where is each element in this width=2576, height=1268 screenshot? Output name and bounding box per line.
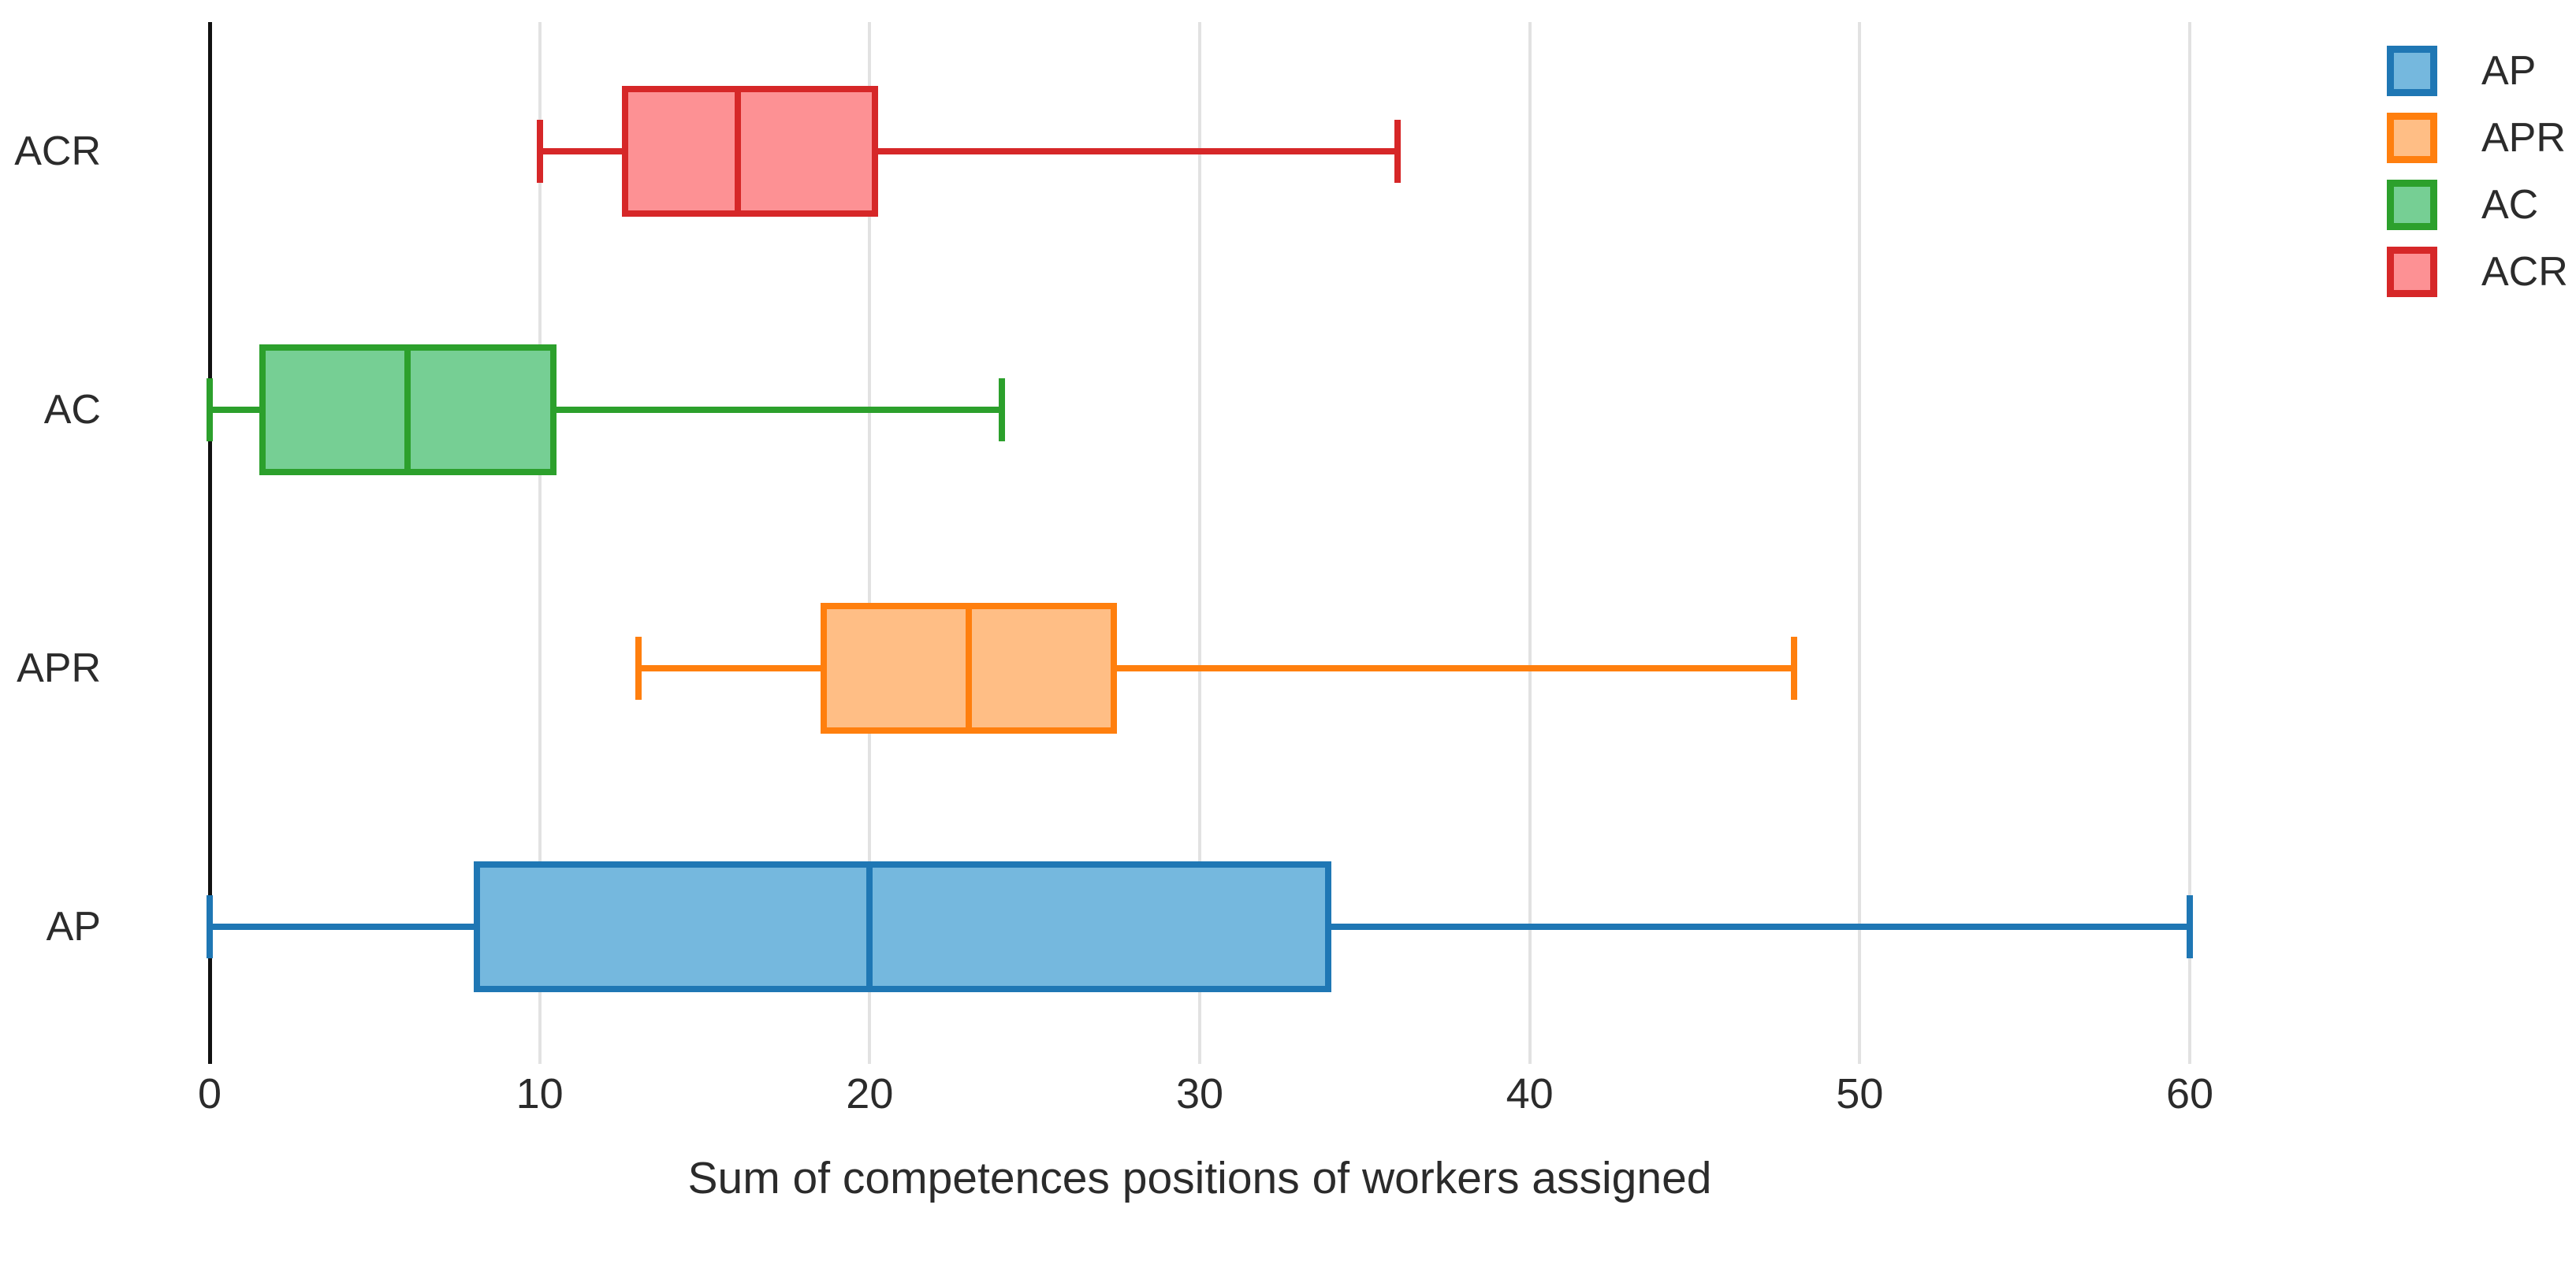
box-acr	[622, 86, 878, 217]
legend-item-acr: ACR	[2387, 247, 2568, 297]
x-axis-title: Sum of competences positions of workers …	[687, 1153, 1712, 1203]
whisker-low-line	[539, 148, 623, 154]
x-tick-label: 40	[1506, 1070, 1554, 1117]
legend-item-apr: APR	[2387, 113, 2568, 163]
legend-item-ac: AC	[2387, 180, 2568, 230]
median-ac	[404, 344, 411, 475]
whisker-high-line	[1117, 665, 1794, 671]
x-tick-label: 60	[2165, 1070, 2214, 1117]
legend-swatch-icon	[2387, 247, 2437, 297]
x-tick-label: 10	[516, 1070, 564, 1117]
whisker-cap-min	[635, 637, 642, 700]
whisker-cap-max	[2187, 895, 2193, 958]
median-acr	[734, 86, 741, 217]
x-tick-label: 50	[1836, 1070, 1884, 1117]
legend-label: AP	[2481, 48, 2537, 94]
gridline-x-30	[1198, 22, 1201, 1064]
whisker-high-line	[877, 148, 1398, 154]
category-label-ap: AP	[46, 904, 101, 950]
box-ap	[473, 861, 1332, 992]
whisker-cap-min	[536, 120, 543, 183]
whisker-low-line	[210, 407, 259, 413]
median-apr	[965, 603, 972, 734]
gridline-x-60	[2188, 22, 2191, 1064]
whisker-high-line	[1331, 924, 2190, 930]
legend-swatch-icon	[2387, 180, 2437, 230]
median-ap	[866, 861, 873, 992]
gridline-x-20	[868, 22, 872, 1064]
whisker-cap-max	[1394, 120, 1402, 183]
y-axis-line	[208, 22, 212, 1064]
category-label-apr: APR	[17, 645, 101, 691]
whisker-low-line	[210, 924, 474, 930]
legend-label: ACR	[2481, 249, 2568, 295]
whisker-cap-min	[207, 378, 213, 441]
whisker-cap-min	[207, 895, 213, 958]
x-tick-label: 30	[1175, 1070, 1224, 1117]
legend-swatch-icon	[2387, 113, 2437, 163]
legend-swatch-icon	[2387, 46, 2437, 96]
legend: AP APR AC ACR	[2387, 46, 2568, 297]
whisker-high-line	[556, 407, 1002, 413]
category-label-acr: ACR	[14, 128, 101, 174]
whisker-cap-max	[998, 378, 1005, 441]
x-tick-label: 20	[846, 1070, 894, 1117]
legend-label: APR	[2481, 115, 2566, 161]
gridline-x-50	[1858, 22, 1862, 1064]
legend-label: AC	[2481, 182, 2539, 228]
gridline-x-40	[1528, 22, 1532, 1064]
gridline-x-10	[538, 22, 542, 1064]
category-label-ac: AC	[43, 387, 101, 433]
whisker-cap-max	[1790, 637, 1797, 700]
x-tick-label: 0	[197, 1070, 222, 1117]
whisker-low-line	[638, 665, 821, 671]
legend-item-ap: AP	[2387, 46, 2568, 96]
